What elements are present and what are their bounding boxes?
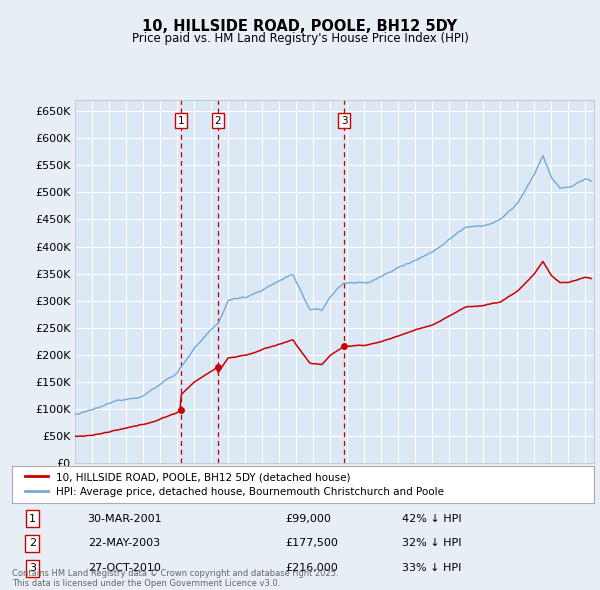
- Text: 1: 1: [178, 116, 185, 126]
- Text: £216,000: £216,000: [286, 563, 338, 573]
- Text: Price paid vs. HM Land Registry's House Price Index (HPI): Price paid vs. HM Land Registry's House …: [131, 32, 469, 45]
- Text: 22-MAY-2003: 22-MAY-2003: [88, 539, 160, 548]
- Text: 2: 2: [214, 116, 221, 126]
- Text: 2: 2: [29, 539, 36, 548]
- Text: 30-MAR-2001: 30-MAR-2001: [88, 514, 162, 523]
- Text: 1: 1: [29, 514, 36, 523]
- Text: 3: 3: [341, 116, 347, 126]
- Text: £177,500: £177,500: [286, 539, 338, 548]
- Text: 3: 3: [29, 563, 36, 573]
- Text: Contains HM Land Registry data © Crown copyright and database right 2025.
This d: Contains HM Land Registry data © Crown c…: [12, 569, 338, 588]
- Text: 42% ↓ HPI: 42% ↓ HPI: [402, 514, 461, 523]
- Text: £99,000: £99,000: [286, 514, 331, 523]
- Text: 33% ↓ HPI: 33% ↓ HPI: [402, 563, 461, 573]
- Legend: 10, HILLSIDE ROAD, POOLE, BH12 5DY (detached house), HPI: Average price, detache: 10, HILLSIDE ROAD, POOLE, BH12 5DY (deta…: [20, 467, 449, 502]
- Text: 32% ↓ HPI: 32% ↓ HPI: [402, 539, 461, 548]
- Text: 10, HILLSIDE ROAD, POOLE, BH12 5DY: 10, HILLSIDE ROAD, POOLE, BH12 5DY: [142, 19, 458, 34]
- Text: 27-OCT-2010: 27-OCT-2010: [88, 563, 161, 573]
- Bar: [181, 100, 218, 463]
